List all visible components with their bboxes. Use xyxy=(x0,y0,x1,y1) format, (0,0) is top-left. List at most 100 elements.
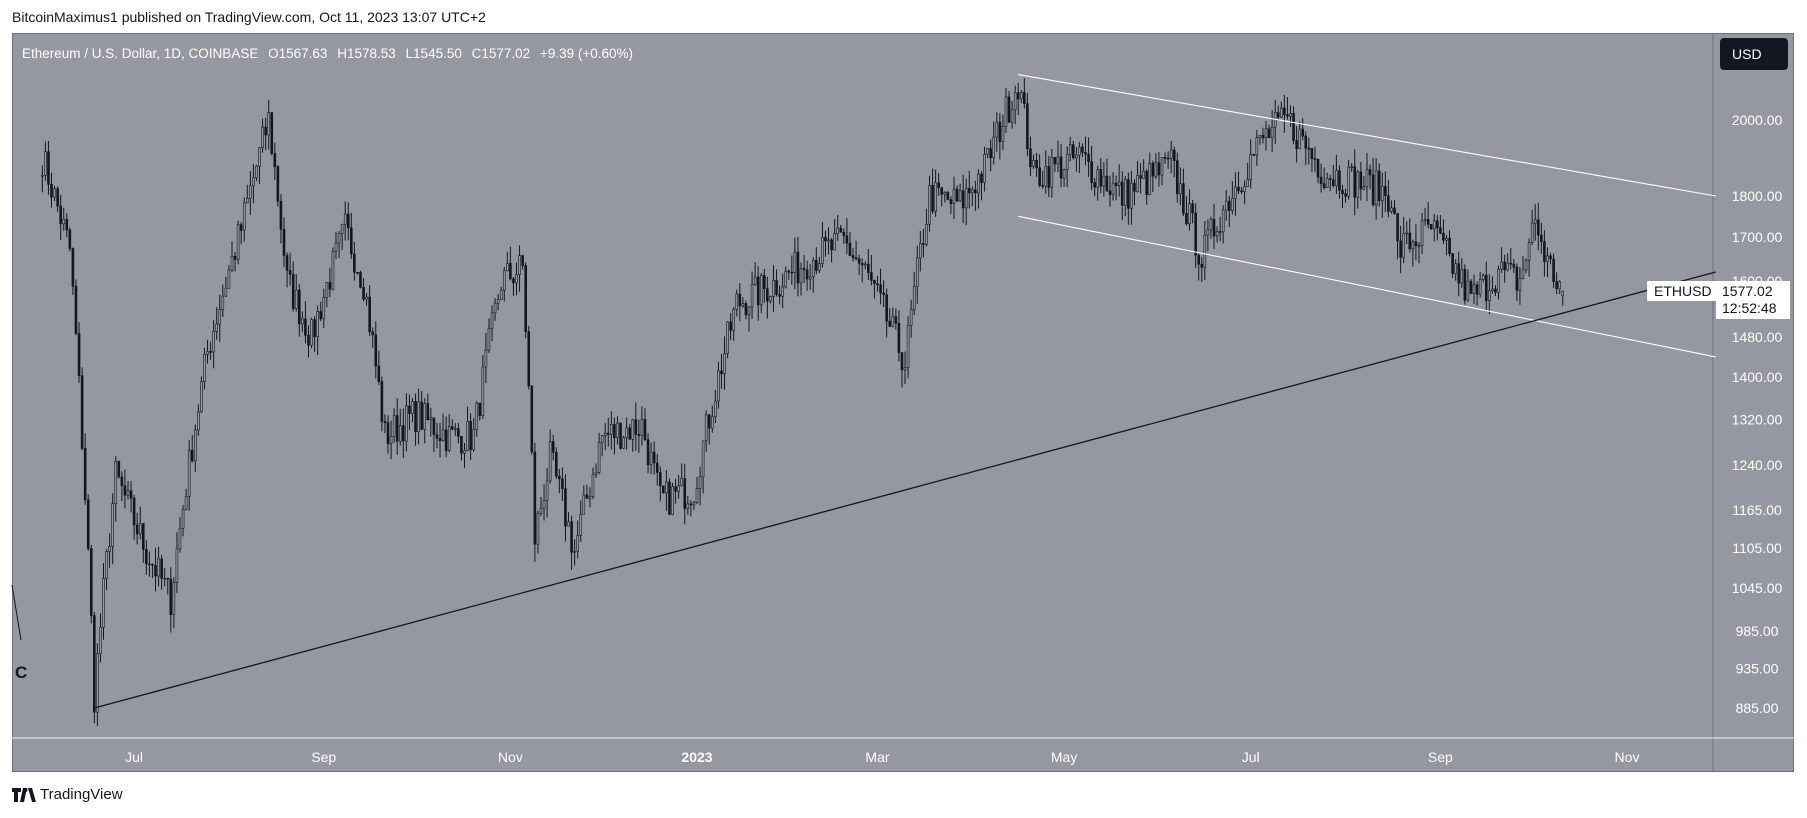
candle-body xyxy=(111,503,114,547)
candle-body xyxy=(964,187,968,209)
candle-body xyxy=(423,403,427,430)
candle-body xyxy=(870,272,873,281)
candle-body xyxy=(1432,220,1436,230)
candle-body xyxy=(1384,186,1387,196)
candle-body xyxy=(1019,92,1023,100)
candle-body xyxy=(1304,135,1308,149)
candle-body xyxy=(943,192,947,195)
candle-body xyxy=(729,321,732,331)
candle-body xyxy=(796,251,800,284)
candle-body xyxy=(362,287,365,300)
candle-body xyxy=(995,121,999,138)
candle-body xyxy=(267,112,271,136)
candle-body xyxy=(1047,166,1051,188)
candle-body xyxy=(499,289,503,300)
candle-body xyxy=(187,449,191,497)
candle-body xyxy=(1420,220,1424,246)
candle-body xyxy=(350,227,353,255)
close-label: C xyxy=(471,46,482,61)
candle-body xyxy=(472,429,475,450)
candle-body xyxy=(1436,220,1439,229)
candle-body xyxy=(1062,169,1066,179)
candle-body xyxy=(1338,170,1341,191)
candle-body xyxy=(808,276,812,280)
candle-body xyxy=(1335,170,1338,187)
candle-body xyxy=(178,527,182,550)
candle-body xyxy=(1506,262,1509,271)
candle-body xyxy=(741,303,745,307)
candle-body xyxy=(1393,207,1396,214)
candle-body xyxy=(900,352,904,371)
candle-body xyxy=(502,270,506,291)
candle-body xyxy=(157,558,160,577)
candle-body xyxy=(836,227,840,234)
candle-body xyxy=(1292,113,1295,141)
candle-body xyxy=(554,451,558,477)
candle-body xyxy=(343,213,347,225)
y-tick-label: 1480.00 xyxy=(1732,329,1783,345)
y-tick-label: 1400.00 xyxy=(1732,369,1783,385)
candle-body xyxy=(307,334,310,346)
candle-body xyxy=(328,282,332,290)
candle-body xyxy=(1488,290,1491,301)
candle-body xyxy=(974,189,977,194)
candle-body xyxy=(885,294,888,322)
candle-body xyxy=(206,351,209,355)
candle-body xyxy=(1463,269,1467,301)
candle-body xyxy=(120,476,124,486)
candle-body xyxy=(1472,284,1476,294)
candle-body xyxy=(1071,144,1075,159)
y-tick-label: 1800.00 xyxy=(1732,188,1783,204)
candle-body xyxy=(304,318,307,336)
candle-body xyxy=(1301,128,1305,137)
candle-body xyxy=(65,218,69,231)
x-tick-label: Jul xyxy=(125,749,143,765)
candle-body xyxy=(1078,146,1081,156)
candle-body xyxy=(135,524,139,535)
candle-body xyxy=(160,558,163,579)
candle-body xyxy=(466,420,469,451)
candle-body xyxy=(1087,153,1090,162)
candle-body xyxy=(282,229,286,256)
candle-body xyxy=(1102,175,1106,187)
candle-body xyxy=(539,507,543,514)
candle-body xyxy=(310,319,313,346)
candle-body xyxy=(1518,278,1522,291)
candle-body xyxy=(1163,157,1167,159)
currency-button[interactable]: USD xyxy=(1720,38,1788,70)
candle-body xyxy=(478,402,482,416)
candle-body xyxy=(203,354,206,383)
candle-body xyxy=(649,451,653,466)
candle-body xyxy=(145,549,148,565)
candle-body xyxy=(408,405,411,414)
candle-body xyxy=(747,306,751,316)
candle-body xyxy=(454,428,457,430)
tradingview-logo[interactable]: TradingView xyxy=(12,786,123,803)
candle-body xyxy=(582,494,586,515)
y-tick-label: 885.00 xyxy=(1736,700,1779,716)
candle-body xyxy=(1114,182,1118,186)
candle-body xyxy=(126,490,130,496)
chart-area[interactable] xyxy=(12,33,1794,772)
candle-body xyxy=(1380,186,1384,201)
candle-body xyxy=(542,500,546,509)
x-tick-label: Nov xyxy=(498,749,523,765)
candle-body xyxy=(1399,240,1402,258)
candle-body xyxy=(1332,179,1335,187)
candle-body xyxy=(340,223,344,234)
candle-body xyxy=(986,148,989,155)
candle-body xyxy=(824,236,827,242)
candle-body xyxy=(909,308,913,326)
candle-body xyxy=(622,437,625,449)
candle-body xyxy=(1029,148,1032,167)
candle-body xyxy=(291,273,295,310)
candle-body xyxy=(481,366,485,416)
candle-body xyxy=(821,236,824,264)
candle-body xyxy=(334,242,338,252)
candle-body xyxy=(1561,291,1565,296)
candle-body xyxy=(940,187,944,195)
candle-body xyxy=(1081,146,1084,153)
candle-body xyxy=(775,280,778,295)
candle-body xyxy=(1148,162,1152,195)
